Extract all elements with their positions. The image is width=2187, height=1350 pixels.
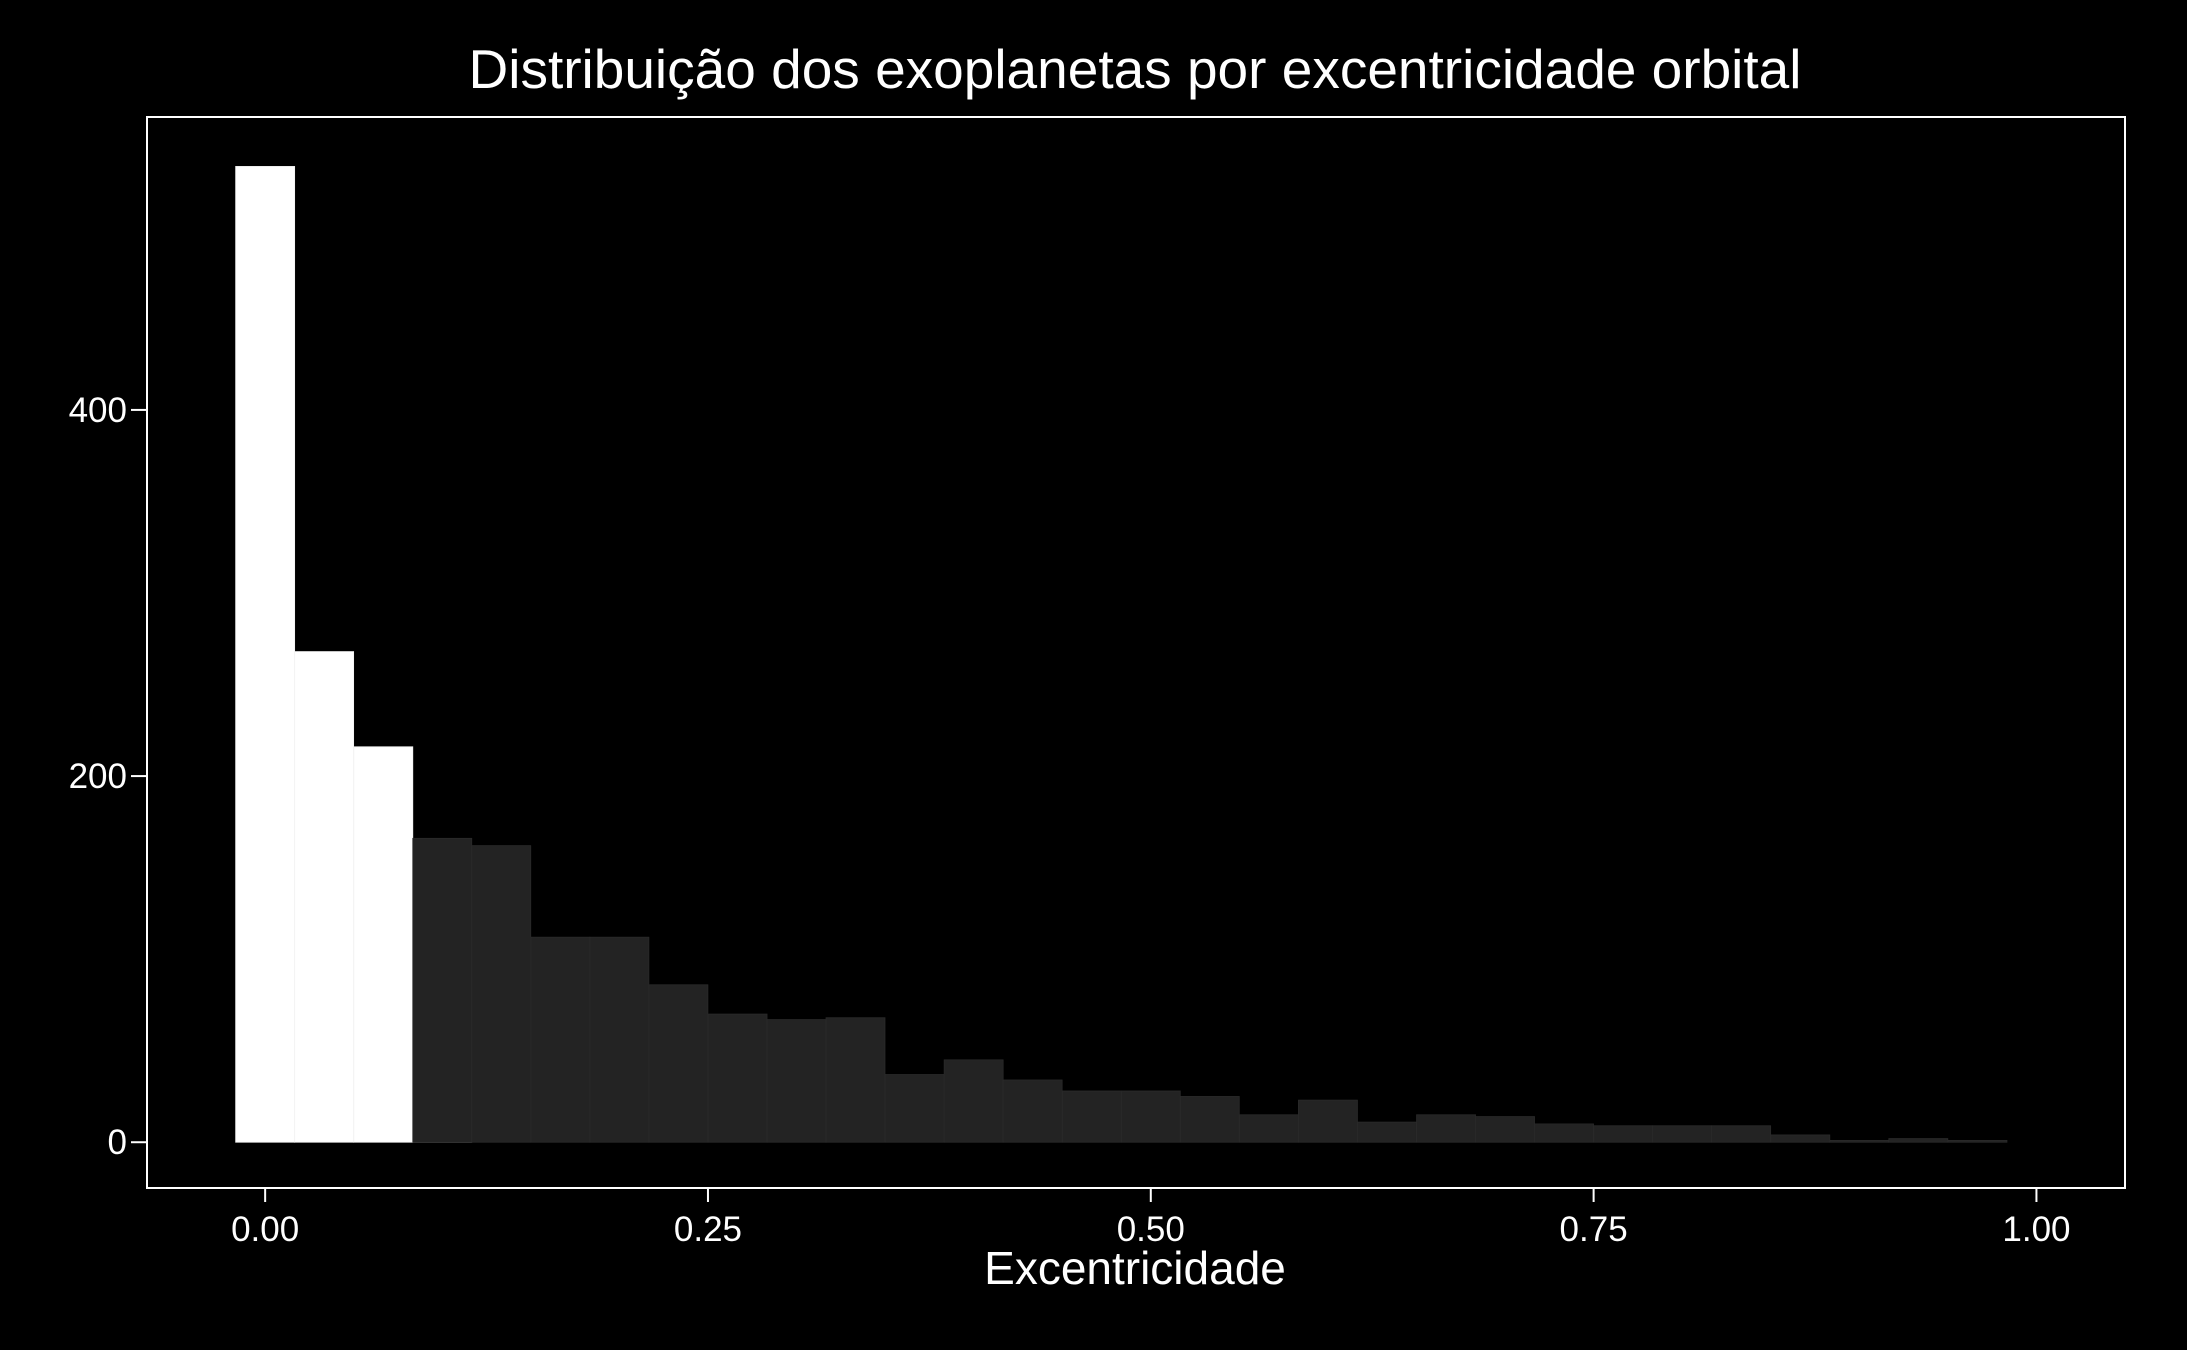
- x-tick-label: 1.00: [2002, 1210, 2070, 1249]
- histogram-bar: [1652, 1125, 1713, 1143]
- x-axis: 0.00 0.25 0.50 0.75 1.00: [231, 1188, 2071, 1249]
- histogram-bar: [1593, 1125, 1654, 1143]
- histogram-bar: [1179, 1096, 1240, 1143]
- y-tick-label: 0: [108, 1123, 127, 1162]
- histogram-bar: [471, 845, 532, 1143]
- histogram-bar: [943, 1059, 1004, 1143]
- y-tick-label: 200: [69, 757, 127, 796]
- histogram-bar: [1829, 1140, 1890, 1143]
- x-tick-label: 0.25: [674, 1210, 742, 1249]
- bars-layer: [235, 166, 2008, 1143]
- histogram-bar: [412, 837, 473, 1143]
- x-tick-label: 0.00: [231, 1210, 299, 1249]
- histogram-bar: [1534, 1123, 1594, 1143]
- histogram-bar: [1711, 1125, 1772, 1143]
- chart-title: Distribuição dos exoplanetas por excentr…: [469, 38, 1802, 100]
- histogram-bar: [353, 746, 414, 1143]
- histogram-bar: [294, 651, 355, 1143]
- histogram-bar: [235, 166, 296, 1143]
- histogram-bar: [766, 1019, 827, 1143]
- y-axis: 0 200 400: [69, 391, 147, 1162]
- histogram-bar: [1475, 1116, 1535, 1143]
- histogram-bar: [1061, 1090, 1122, 1143]
- histogram-bar: [884, 1074, 945, 1143]
- x-axis-label: Excentricidade: [984, 1242, 1286, 1294]
- y-tick-label: 400: [69, 391, 127, 430]
- histogram-bar: [1120, 1090, 1181, 1143]
- x-tick-label: 0.75: [1560, 1210, 1628, 1249]
- histogram-bar: [1239, 1114, 1299, 1143]
- histogram-bar: [825, 1017, 886, 1143]
- histogram-bar: [648, 984, 709, 1143]
- histogram-bar: [707, 1013, 768, 1143]
- histogram-bar: [1770, 1134, 1831, 1143]
- histogram-bar: [1947, 1140, 2008, 1143]
- histogram-bar: [1888, 1138, 1949, 1143]
- histogram-bar: [1298, 1099, 1358, 1143]
- histogram-bar: [1416, 1114, 1476, 1143]
- x-tick-label: 0.50: [1117, 1210, 1185, 1249]
- histogram-bar: [1357, 1121, 1417, 1143]
- histogram-bar: [1002, 1079, 1063, 1143]
- histogram-bar: [530, 936, 591, 1143]
- histogram-bar: [589, 936, 650, 1143]
- plot-frame: [146, 116, 2126, 1189]
